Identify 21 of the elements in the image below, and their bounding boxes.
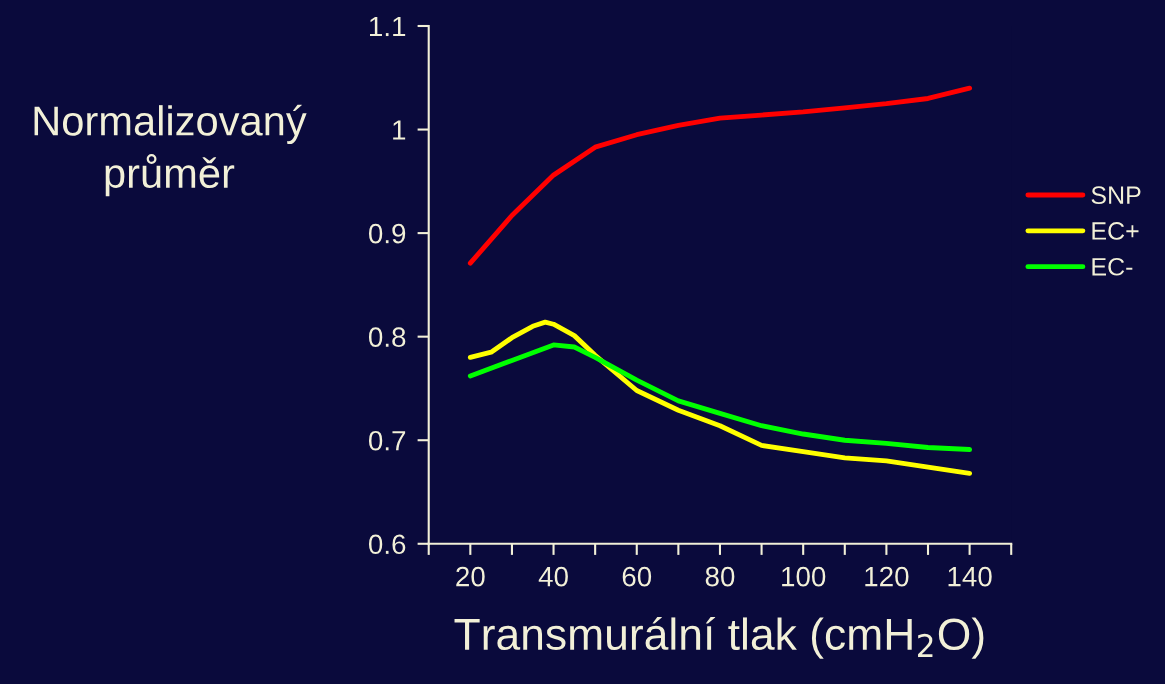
y-tick-label: 1 [393, 120, 406, 140]
x-axis-title: Transmurální tlak (cmH$_{2}$O) [454, 616, 984, 659]
y-tick-label: 0.6 [368, 534, 406, 555]
y-tick-label: 0.8 [368, 327, 406, 347]
x-tick-label: 120 [865, 566, 909, 587]
y-tick-label: 1.1 [370, 16, 406, 37]
y-axis-title: Normalizovaný průměr [34, 104, 307, 197]
x-tick-label: 80 [705, 566, 735, 587]
legend-label: EC+ [1092, 222, 1139, 240]
y-tick-label: 0.7 [368, 430, 406, 451]
x-tick-label: 140 [948, 566, 992, 587]
x-tick-label: 20 [456, 566, 485, 587]
y-tick-label: 0.9 [368, 223, 406, 244]
line-series [467, 319, 973, 476]
x-tick-label: 60 [622, 566, 652, 587]
legend-label: EC- [1092, 257, 1133, 276]
line-series [467, 342, 973, 452]
legend-label: SNP [1091, 186, 1141, 205]
x-tick-label: 100 [782, 566, 826, 587]
x-tick-label: 40 [538, 566, 568, 587]
line-series [467, 85, 973, 266]
